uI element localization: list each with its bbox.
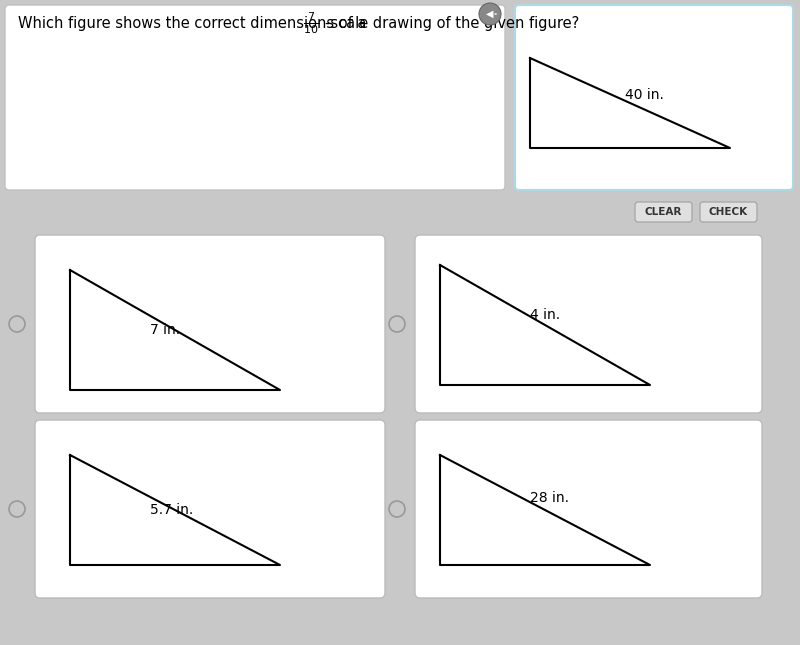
FancyBboxPatch shape [35, 420, 385, 598]
Text: 28 in.: 28 in. [530, 491, 569, 505]
Text: $\frac{7}{10}$: $\frac{7}{10}$ [303, 11, 319, 37]
Text: -scale drawing of the given figure?: -scale drawing of the given figure? [325, 16, 579, 31]
Text: CHECK: CHECK [709, 207, 747, 217]
FancyBboxPatch shape [700, 202, 757, 222]
FancyBboxPatch shape [5, 5, 505, 190]
Circle shape [479, 3, 501, 25]
Text: ◀: ◀ [486, 9, 494, 19]
Text: CLEAR: CLEAR [644, 207, 682, 217]
Text: 4 in.: 4 in. [530, 308, 560, 322]
Text: 7 in.: 7 in. [150, 323, 180, 337]
FancyBboxPatch shape [635, 202, 692, 222]
FancyBboxPatch shape [35, 235, 385, 413]
Text: Which figure shows the correct dimensions of a: Which figure shows the correct dimension… [18, 16, 371, 31]
FancyBboxPatch shape [515, 5, 793, 190]
FancyBboxPatch shape [415, 420, 762, 598]
Text: 5.7 in.: 5.7 in. [150, 503, 194, 517]
FancyBboxPatch shape [415, 235, 762, 413]
Text: 40 in.: 40 in. [625, 88, 664, 102]
